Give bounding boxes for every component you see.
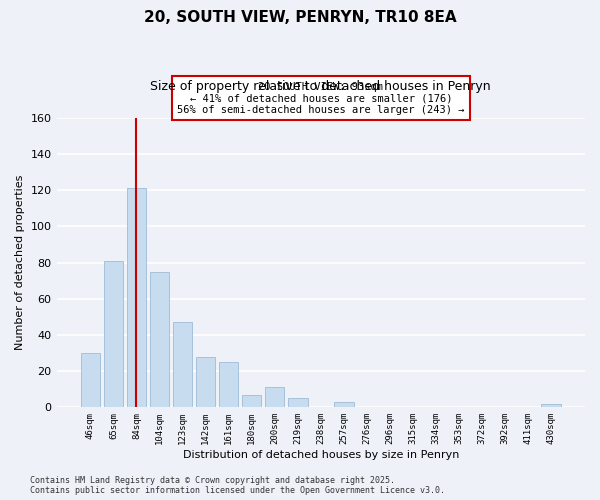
Bar — [104, 260, 123, 408]
Title: Size of property relative to detached houses in Penryn: Size of property relative to detached ho… — [151, 80, 491, 93]
Text: Contains HM Land Registry data © Crown copyright and database right 2025.
Contai: Contains HM Land Registry data © Crown c… — [30, 476, 445, 495]
Text: 20 SOUTH VIEW: 93sqm
← 41% of detached houses are smaller (176)
56% of semi-deta: 20 SOUTH VIEW: 93sqm ← 41% of detached h… — [177, 82, 464, 115]
Bar — [196, 356, 215, 408]
Bar — [149, 272, 169, 407]
Bar — [173, 322, 193, 408]
X-axis label: Distribution of detached houses by size in Penryn: Distribution of detached houses by size … — [182, 450, 459, 460]
Bar — [127, 188, 146, 408]
Y-axis label: Number of detached properties: Number of detached properties — [15, 175, 25, 350]
Bar — [265, 388, 284, 407]
Bar — [242, 394, 262, 407]
Bar — [219, 362, 238, 408]
Text: 20, SOUTH VIEW, PENRYN, TR10 8EA: 20, SOUTH VIEW, PENRYN, TR10 8EA — [143, 10, 457, 25]
Bar — [80, 353, 100, 408]
Bar — [288, 398, 308, 407]
Bar — [541, 404, 561, 407]
Bar — [334, 402, 353, 407]
